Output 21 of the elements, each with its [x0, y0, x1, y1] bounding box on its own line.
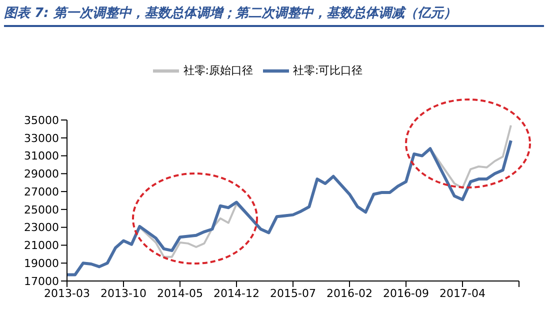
x-tick-label: 2016-09: [383, 286, 429, 300]
legend-label: 社零:可比口径: [293, 64, 363, 78]
x-tick-label: 2015-07: [270, 286, 316, 300]
y-tick-label: 25000: [24, 203, 59, 216]
y-tick-label: 35000: [24, 114, 59, 127]
y-tick-label: 33000: [24, 132, 59, 145]
y-tick-label: 23000: [24, 221, 59, 234]
y-tick-label: 19000: [24, 257, 59, 270]
y-tick-label: 17000: [24, 274, 59, 288]
chart-title: 图表 7: 第一次调整中，基数总体调增；第二次调整中，基数总体调减（亿元）: [4, 4, 544, 27]
x-tick-label: 2016-02: [326, 286, 372, 300]
legend-label: 社零:原始口径: [183, 64, 253, 78]
x-tick-label: 2014-05: [157, 286, 203, 300]
y-tick-label: 21000: [24, 239, 59, 252]
y-tick-label: 27000: [24, 185, 59, 198]
y-tick-label: 29000: [24, 168, 59, 181]
x-tick-label: 2013-03: [44, 286, 90, 300]
y-tick-label: 31000: [24, 150, 59, 163]
x-tick-label: 2013-10: [100, 286, 146, 300]
x-tick-label: 2017-04: [440, 286, 486, 300]
x-tick-label: 2014-12: [214, 286, 260, 300]
